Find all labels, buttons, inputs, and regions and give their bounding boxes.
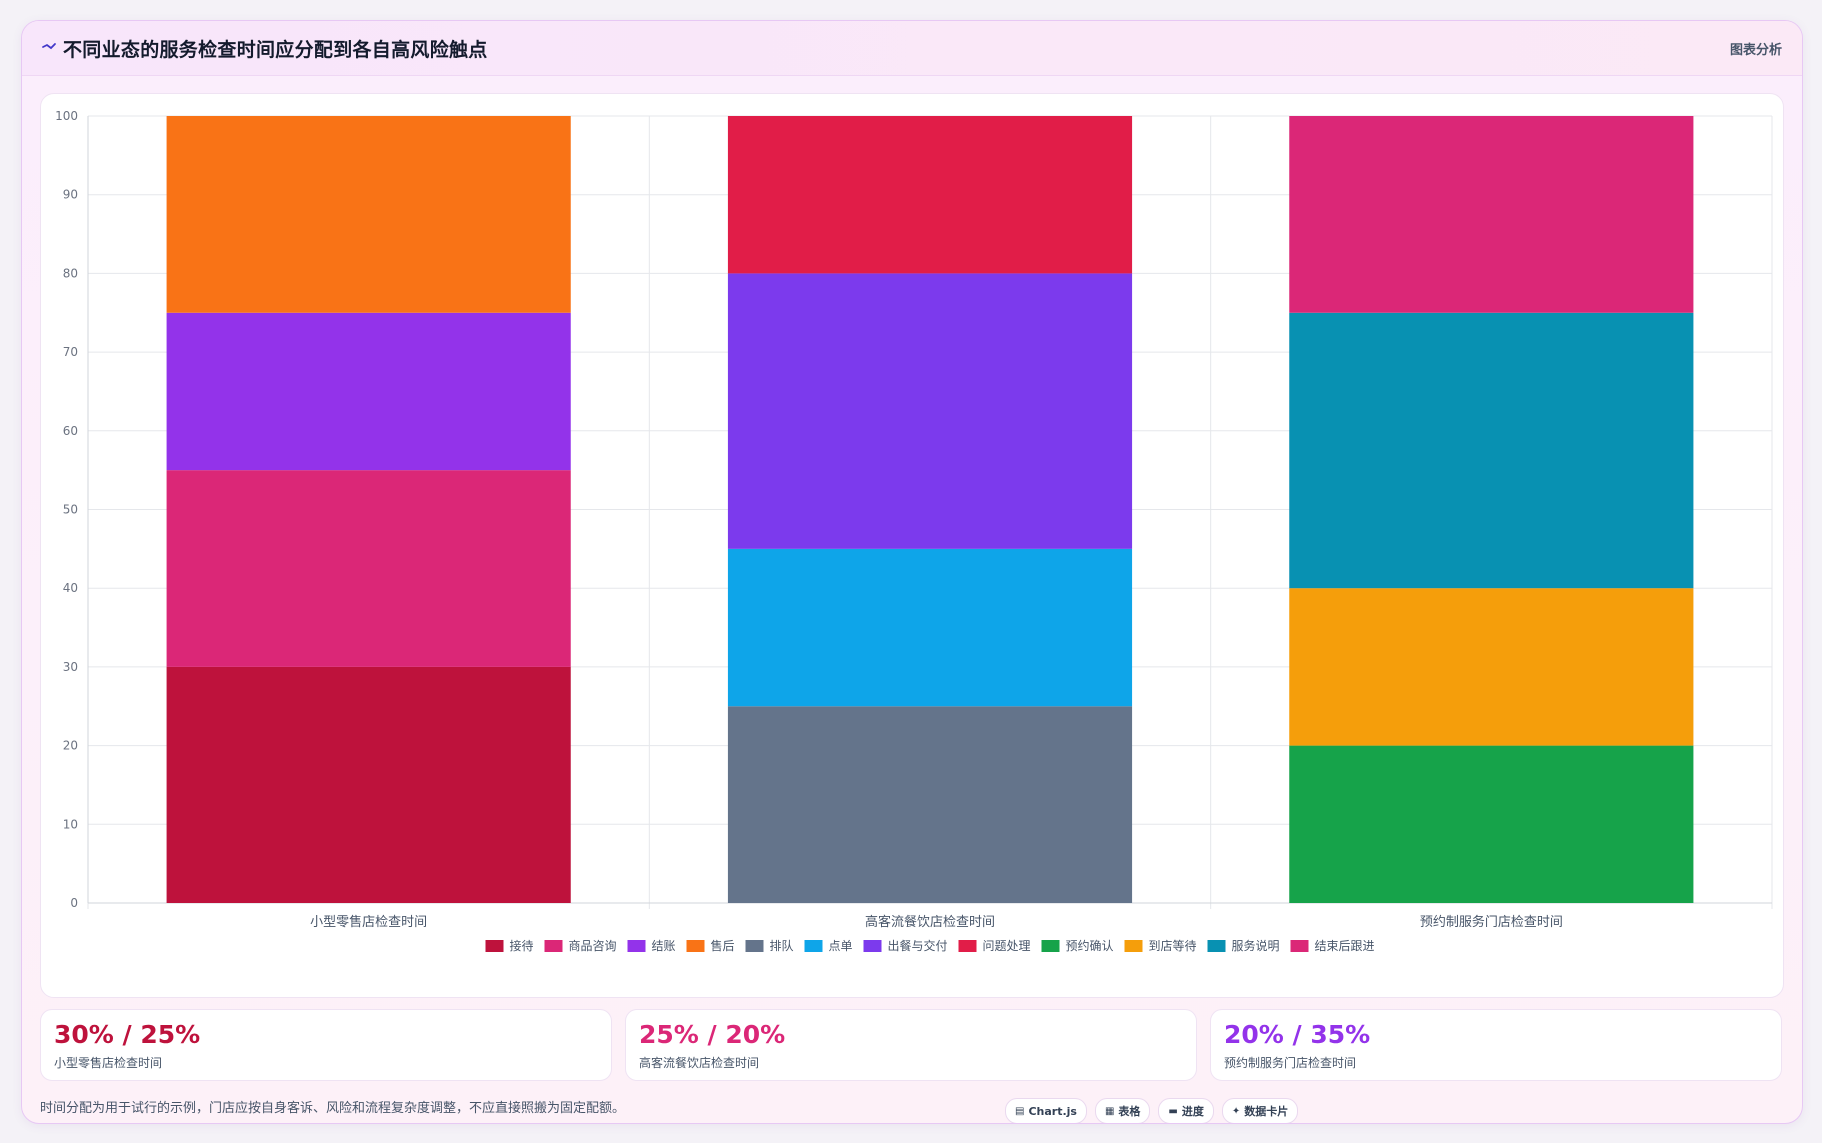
- chip-label: 进度: [1181, 1105, 1204, 1118]
- bar-segment: [1289, 745, 1694, 903]
- chart-analysis-label[interactable]: 图表分析: [1729, 43, 1782, 58]
- legend-swatch: [1207, 940, 1226, 952]
- stat-card-restaurant: 25% / 20% 高客流餐饮店检查时间: [625, 1009, 1197, 1081]
- x-tick-label: 小型零售店检查时间: [310, 914, 427, 930]
- footnote: 时间分配为用于试行的示例，门店应按自身客诉、风险和流程复杂度调整，不应直接照搬为…: [40, 1101, 626, 1116]
- sparkle-icon: ✦: [1231, 1105, 1241, 1117]
- chip-label: 表格: [1118, 1105, 1141, 1118]
- legend-swatch: [804, 940, 823, 952]
- y-tick-label: 70: [63, 345, 78, 359]
- legend-label: 问题处理: [983, 939, 1031, 953]
- legend-label: 服务说明: [1232, 938, 1280, 953]
- legend-label: 出餐与交付: [888, 938, 948, 953]
- chip-label: Chart.js: [1028, 1104, 1077, 1118]
- legend-swatch: [745, 940, 764, 952]
- stat-label: 预约制服务门店检查时间: [1224, 1056, 1357, 1070]
- legend-label: 结束后跟进: [1315, 939, 1375, 953]
- chart-title: 不同业态的服务检查时间应分配到各自高风险触点: [63, 39, 488, 61]
- legend-swatch: [485, 940, 504, 952]
- x-tick-label: 高客流餐饮店检查时间: [865, 914, 995, 930]
- legend-label: 预约确认: [1066, 938, 1114, 953]
- legend-label: 接待: [510, 938, 534, 953]
- chip-progress[interactable]: ▬ 进度: [1158, 1098, 1214, 1123]
- legend-swatch: [1124, 940, 1143, 952]
- stat-value: 30% / 25%: [54, 1020, 201, 1049]
- stat-card-retail: 30% / 25% 小型零售店检查时间: [40, 1009, 612, 1081]
- legend-swatch: [627, 940, 646, 952]
- y-tick-label: 20: [63, 739, 78, 753]
- trend-line-icon: [42, 43, 56, 50]
- legend-swatch: [863, 940, 882, 952]
- legend-swatch: [1290, 940, 1309, 952]
- legend-label: 点单: [829, 939, 853, 953]
- chip-chartjs[interactable]: ▤ Chart.js: [1005, 1098, 1087, 1123]
- y-tick-label: 30: [63, 660, 78, 674]
- x-tick-label: 预约制服务门店检查时间: [1420, 914, 1563, 930]
- y-tick-label: 90: [63, 188, 78, 202]
- legend-label: 售后: [711, 938, 735, 953]
- chart-icon: ▤: [1015, 1105, 1025, 1117]
- y-tick-label: 10: [63, 817, 78, 831]
- stat-label: 小型零售店检查时间: [54, 1056, 163, 1070]
- legend-swatch: [544, 940, 563, 952]
- table-icon: ▦: [1104, 1105, 1115, 1117]
- bar-segment: [166, 666, 571, 903]
- legend-swatch: [686, 940, 705, 952]
- legend-swatch: [1041, 940, 1060, 952]
- chip-table[interactable]: ▦ 表格: [1094, 1098, 1151, 1123]
- bar-segment: [727, 706, 1133, 903]
- stat-label: 高客流餐饮店检查时间: [639, 1056, 760, 1070]
- bar-segment: [166, 470, 571, 667]
- bar-segment: [1289, 588, 1694, 746]
- legend-swatch: [958, 940, 977, 952]
- stat-card-appointment: 20% / 35% 预约制服务门店检查时间: [1210, 1009, 1782, 1081]
- y-tick-label: 80: [63, 266, 78, 280]
- legend-label: 商品咨询: [569, 938, 617, 953]
- chip-label: 数据卡片: [1244, 1105, 1289, 1118]
- stat-value: 20% / 35%: [1224, 1020, 1371, 1049]
- y-tick-label: 60: [63, 424, 78, 438]
- stacked-bar-chart: 0 10 20 30 40 50 60 70 80 90 100 小型零售店检查时间 高客流餐饮店检查时…: [55, 109, 1773, 953]
- bar-segment: [727, 116, 1133, 274]
- bar-segment: [1289, 312, 1694, 589]
- y-tick-label: 50: [63, 503, 78, 517]
- bar-segment: [166, 116, 571, 313]
- y-tick-label: 0: [70, 896, 78, 910]
- chart-panel: 0 10 20 30 40 50 60 70 80 90 100 小型零售店检查时间 高客流餐饮店检查时…: [40, 93, 1784, 998]
- y-tick-label: 40: [63, 581, 78, 595]
- legend-label: 结账: [652, 939, 676, 953]
- stat-value: 25% / 20%: [639, 1020, 786, 1049]
- stat-card-row: 30% / 25% 小型零售店检查时间 25% / 20% 高客流餐饮店检查时间…: [40, 1009, 1782, 1081]
- bar-segment: [727, 548, 1133, 707]
- y-tick-label: 100: [55, 109, 78, 123]
- progress-icon: ▬: [1168, 1105, 1178, 1117]
- legend-label: 排队: [770, 938, 794, 953]
- bar-segment: [727, 273, 1133, 549]
- legend-label: 到店等待: [1149, 939, 1197, 953]
- card-header: 不同业态的服务检查时间应分配到各自高风险触点 图表分析: [22, 21, 1802, 76]
- bar-segment: [1289, 116, 1694, 313]
- chip-data-card[interactable]: ✦ 数据卡片: [1221, 1098, 1299, 1123]
- format-chips: ▤ Chart.js ▦ 表格 ▬ 进度 ✦ 数据卡片: [1005, 1098, 1299, 1123]
- bar-segment: [166, 312, 571, 471]
- chart-card: 不同业态的服务检查时间应分配到各自高风险触点 图表分析 0 10 20 30 40 50 6…: [21, 20, 1803, 1124]
